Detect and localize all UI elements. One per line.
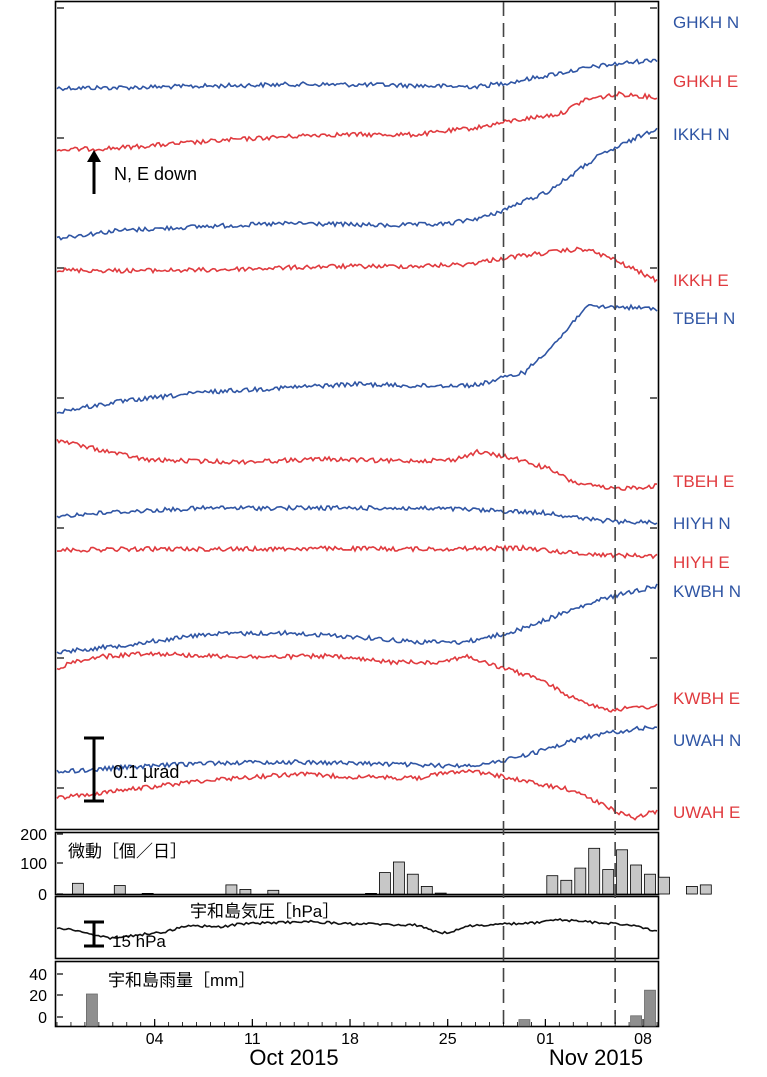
bar (141, 893, 154, 895)
x-tick-label: 11 (244, 1031, 261, 1048)
tilt-series-label: UWAH N (673, 731, 741, 750)
rainfall-label: 宇和島雨量［mm］ (108, 971, 255, 990)
pressure-label: 宇和島気圧［hPa］ (190, 902, 339, 921)
bar (658, 876, 670, 895)
bar (588, 847, 601, 895)
tilt-series-line (56, 583, 658, 655)
tilt-series-line (56, 544, 658, 560)
tilt-series-line (56, 725, 658, 774)
tilt-series-label: KWBH E (673, 689, 740, 708)
pressure-scale-bar (84, 920, 104, 948)
tilt-series-label: TBEH N (673, 309, 735, 328)
tilt-series-labels: GHKH N GHKH E IKKH N IKKH E TBEH N TBEH E HIYH… (673, 13, 741, 822)
rainfall-panel-frame (54, 960, 660, 1028)
tilt-panel-frame (54, 0, 660, 831)
bar (434, 892, 447, 895)
bar (602, 869, 615, 895)
bar (560, 879, 573, 895)
tilt-series-label: HIYH E (673, 553, 730, 572)
tremor-y-axis: 200 100 0 (20, 827, 63, 904)
month-label-oct: Oct 2015 (249, 1045, 338, 1070)
x-tick-label: 25 (439, 1031, 457, 1048)
bar (86, 993, 98, 1027)
bar (378, 872, 391, 895)
bar (392, 861, 405, 895)
bar (518, 1019, 531, 1027)
tremor-label: 微動［個／日］ (68, 842, 187, 861)
rainfall-bars (86, 989, 656, 1027)
y-tick-label: 100 (20, 856, 47, 873)
x-tick-label: 01 (536, 1031, 554, 1048)
bar (574, 867, 587, 895)
tilt-panel-ticks (57, 7, 657, 789)
tilt-series-label: KWBH N (673, 582, 741, 601)
tilt-series-line (56, 504, 658, 526)
bar (699, 884, 712, 895)
bar (644, 989, 656, 1027)
x-tick-label: 08 (634, 1031, 652, 1048)
bar (72, 882, 84, 895)
tilt-series-label: TBEH E (673, 472, 734, 491)
pressure-scale-bar-label: 15 hPa (112, 932, 166, 951)
tremor-bars (72, 847, 712, 895)
tilt-series-line (56, 58, 658, 92)
bar (267, 889, 280, 895)
tilt-series-label: GHKH N (673, 13, 739, 32)
x-axis: 04 11 18 25 01 08 (56, 1019, 658, 1048)
x-tick-label: 04 (146, 1031, 164, 1048)
y-tick-label: 0 (38, 1010, 47, 1027)
bar (630, 864, 642, 895)
arrow-label: N, E down (114, 164, 197, 184)
tilt-series-line (56, 438, 658, 491)
tilt-series-label: IKKH E (673, 271, 729, 290)
n-e-down-arrow (87, 150, 101, 194)
tilt-series-line (56, 246, 658, 283)
tremor-panel-frame (54, 831, 660, 896)
y-tick-label: 0 (38, 887, 47, 904)
tilt-series-label: HIYH N (673, 514, 731, 533)
x-tick-label: 18 (341, 1031, 359, 1048)
bar (420, 886, 433, 895)
month-label-nov: Nov 2015 (549, 1045, 643, 1070)
bar (616, 849, 628, 895)
bar (239, 889, 252, 895)
tilt-series-group (56, 58, 658, 821)
tilt-scale-bar-label: 0.1 µrad (113, 762, 179, 782)
bar (630, 1015, 642, 1027)
bar (406, 873, 419, 895)
bar (686, 886, 698, 895)
tilt-scale-bar (84, 736, 104, 803)
tilt-series-line (56, 127, 658, 241)
tilt-series-line (56, 768, 658, 821)
tilt-series-line (56, 303, 658, 414)
bar (113, 885, 126, 895)
y-tick-label: 20 (29, 988, 47, 1005)
tilt-series-line (56, 91, 658, 153)
pressure-line (56, 917, 658, 940)
bar (644, 873, 656, 895)
y-tick-label: 40 (29, 967, 47, 984)
tilt-series-label: GHKH E (673, 72, 738, 91)
pressure-panel-frame (54, 895, 660, 960)
tilt-series-label: UWAH E (673, 803, 740, 822)
bar (546, 875, 559, 895)
y-tick-label: 200 (20, 827, 47, 844)
bar (225, 884, 238, 895)
tilt-series-label: IKKH N (673, 125, 730, 144)
tilt-series-line (56, 650, 658, 713)
rainfall-y-axis: 40 20 0 (29, 967, 63, 1027)
event-markers (502, 2, 616, 1026)
bar (365, 893, 377, 895)
